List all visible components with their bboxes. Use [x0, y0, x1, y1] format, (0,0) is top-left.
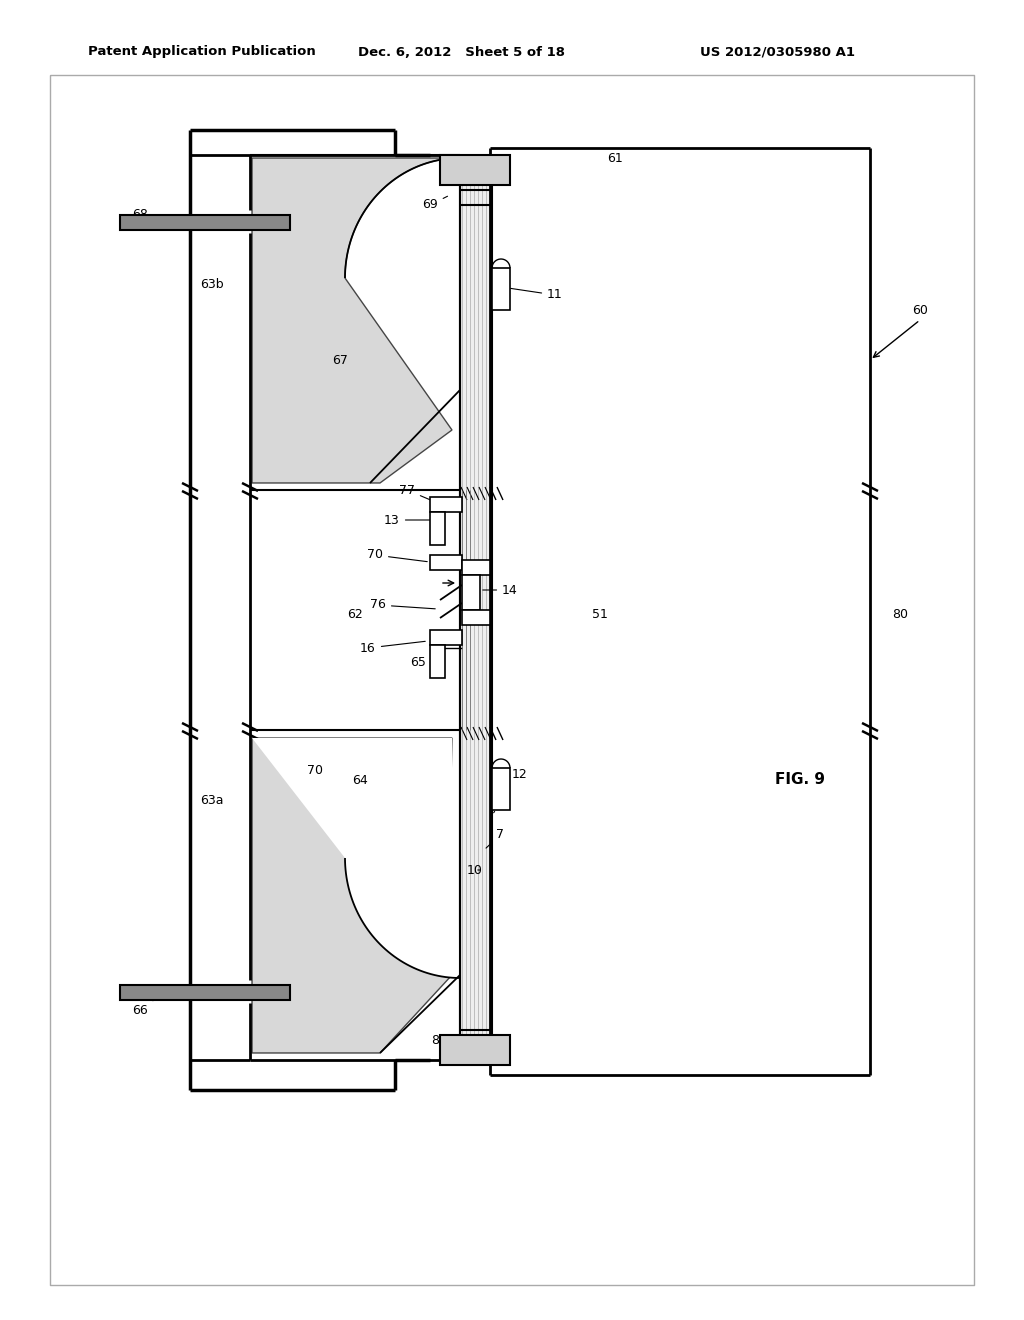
Text: 61: 61 — [607, 152, 623, 165]
Polygon shape — [462, 576, 480, 610]
Polygon shape — [460, 154, 492, 1060]
Text: 67: 67 — [332, 354, 348, 367]
Text: 64: 64 — [352, 774, 368, 787]
Polygon shape — [462, 610, 490, 624]
Text: 77: 77 — [399, 483, 437, 503]
Text: 60: 60 — [912, 304, 928, 317]
Text: 65: 65 — [410, 652, 437, 668]
Text: 7: 7 — [486, 829, 504, 849]
Text: 14: 14 — [482, 583, 518, 597]
Text: 68: 68 — [132, 209, 163, 222]
Text: 16: 16 — [360, 642, 425, 655]
Text: 12: 12 — [503, 768, 528, 787]
Polygon shape — [430, 498, 462, 512]
Text: 69: 69 — [422, 197, 447, 211]
Text: Dec. 6, 2012   Sheet 5 of 18: Dec. 6, 2012 Sheet 5 of 18 — [358, 45, 565, 58]
Text: 70: 70 — [307, 763, 323, 776]
Polygon shape — [492, 768, 510, 810]
Polygon shape — [430, 645, 445, 678]
Text: 8: 8 — [431, 1034, 453, 1047]
Polygon shape — [430, 512, 445, 545]
Text: 80: 80 — [892, 609, 908, 622]
Text: 70: 70 — [367, 549, 427, 561]
Text: 62: 62 — [347, 609, 362, 622]
Text: 51: 51 — [592, 609, 608, 622]
Polygon shape — [252, 738, 460, 978]
Polygon shape — [252, 158, 460, 483]
Text: 10: 10 — [467, 863, 483, 876]
Text: 11: 11 — [511, 288, 563, 301]
Polygon shape — [440, 154, 510, 185]
Text: US 2012/0305980 A1: US 2012/0305980 A1 — [700, 45, 855, 58]
Polygon shape — [492, 268, 510, 310]
Polygon shape — [120, 985, 290, 1001]
Text: FIG. 9: FIG. 9 — [775, 772, 825, 788]
Polygon shape — [440, 1035, 510, 1065]
Text: 66: 66 — [132, 994, 163, 1016]
Text: 6: 6 — [494, 793, 507, 813]
Polygon shape — [462, 560, 490, 576]
Polygon shape — [252, 738, 452, 1053]
Text: 76: 76 — [370, 598, 435, 611]
Polygon shape — [430, 554, 462, 570]
Text: Patent Application Publication: Patent Application Publication — [88, 45, 315, 58]
Text: 13: 13 — [384, 513, 432, 527]
Text: 63a: 63a — [201, 793, 224, 807]
Polygon shape — [430, 630, 462, 645]
Text: 63b: 63b — [200, 279, 224, 292]
Polygon shape — [120, 215, 290, 230]
